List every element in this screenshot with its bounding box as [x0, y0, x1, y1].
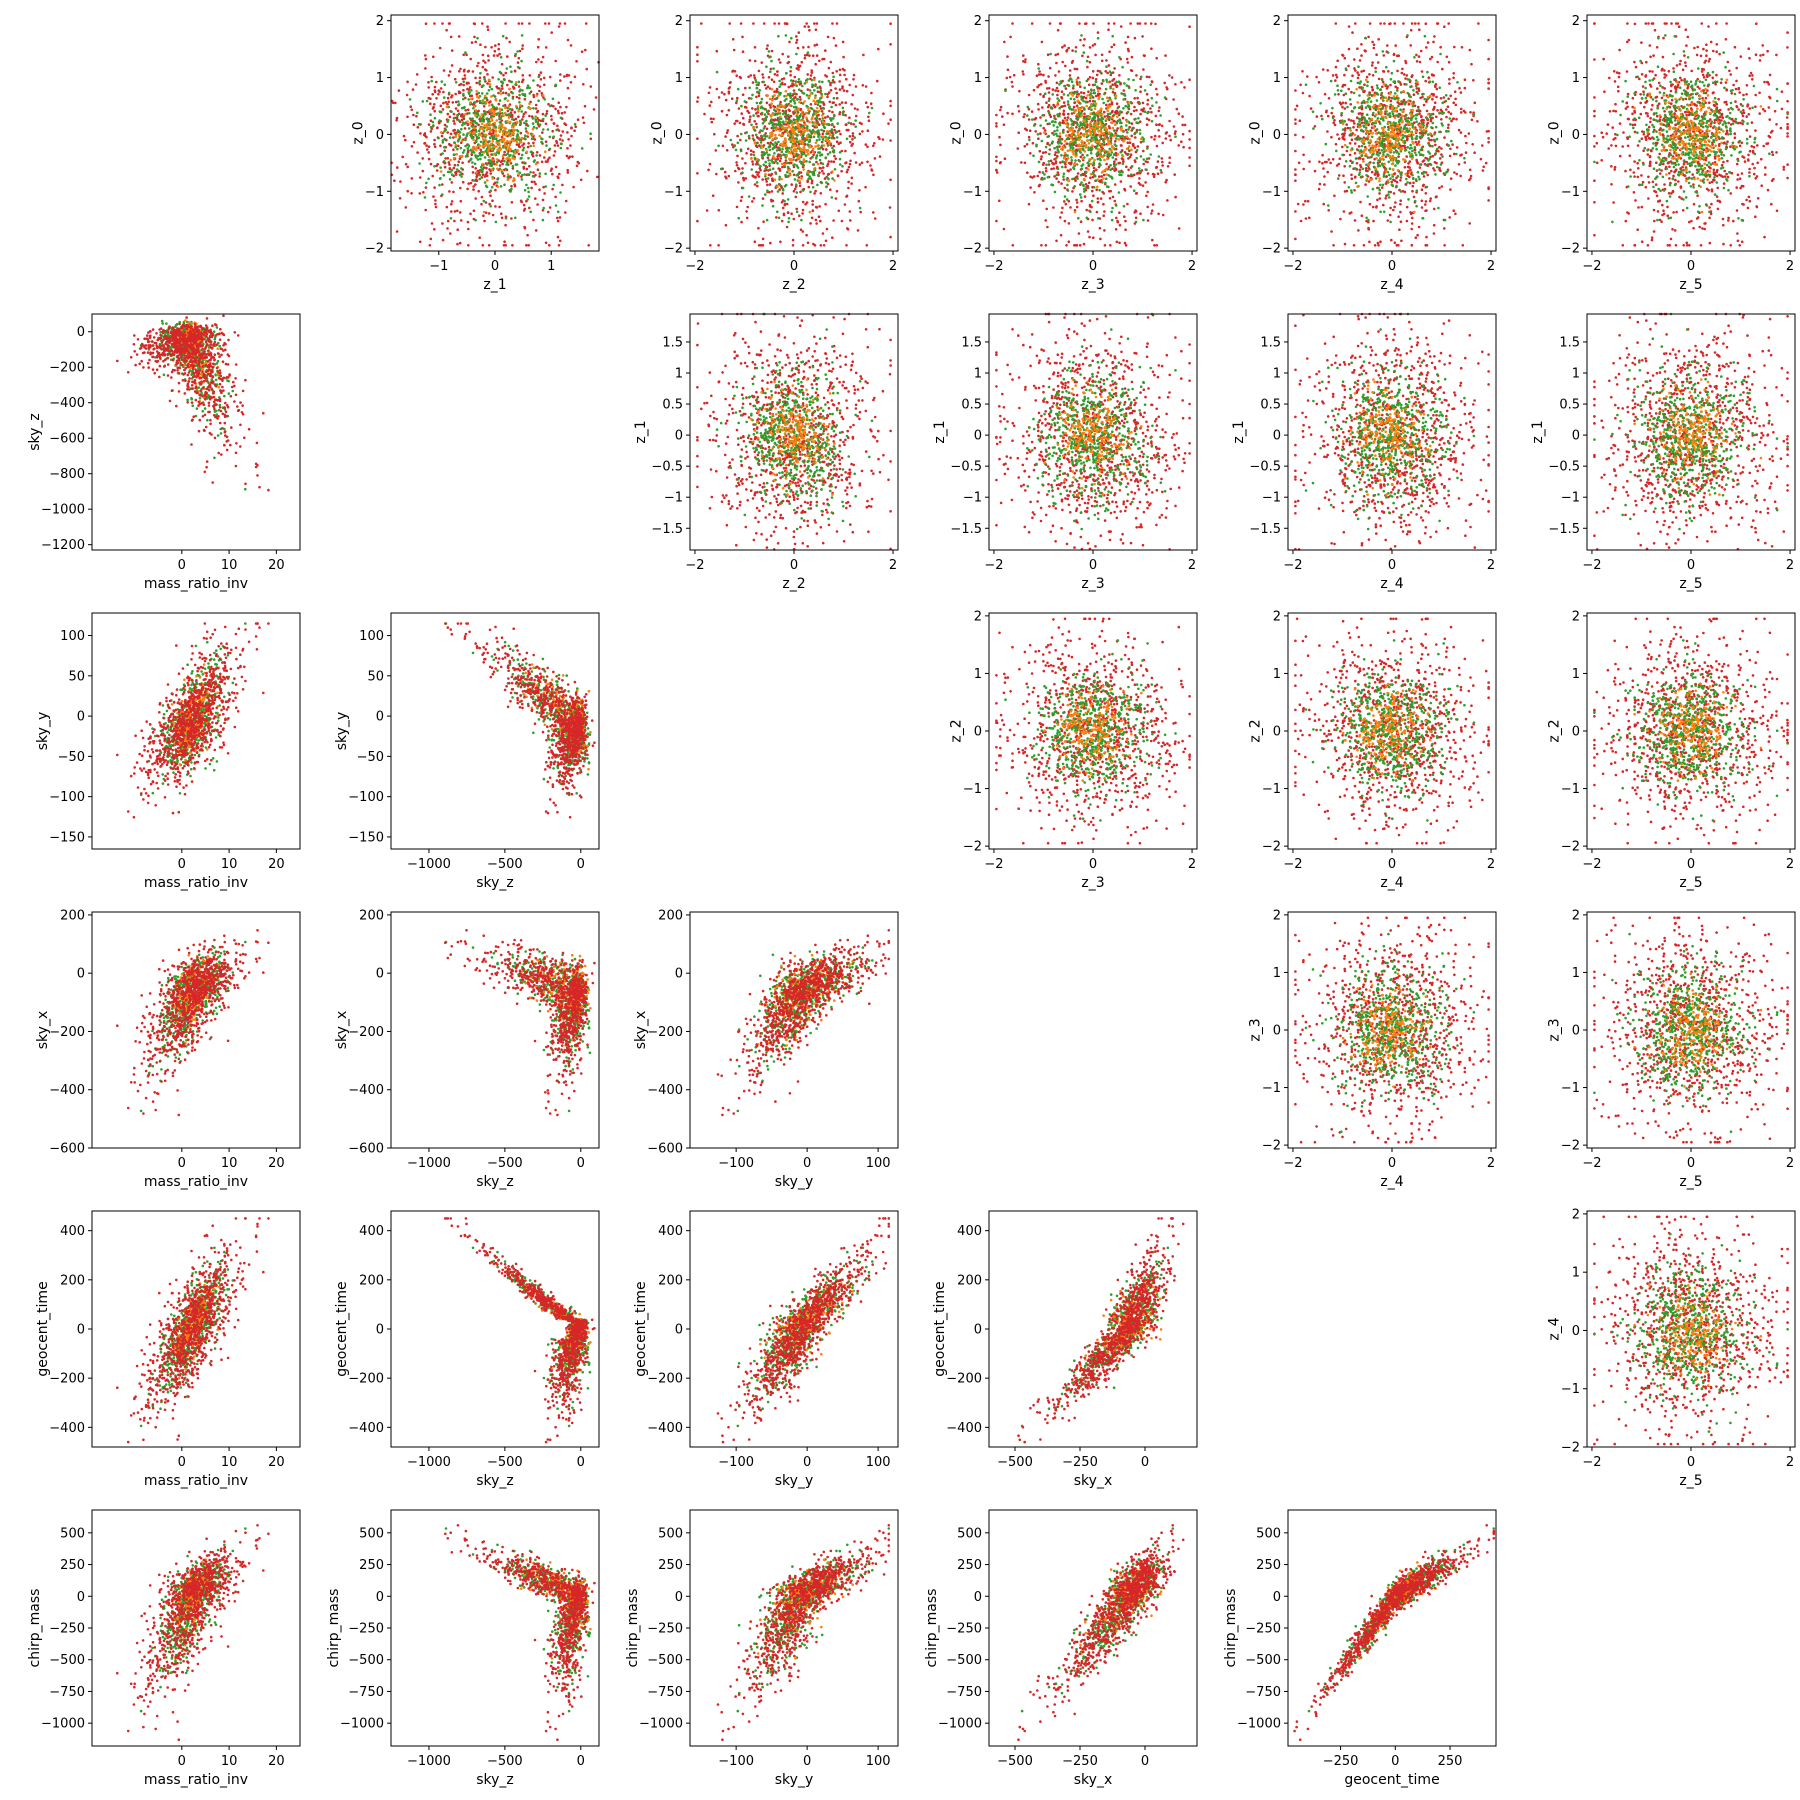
scatter-point	[214, 353, 217, 356]
scatter-point	[116, 360, 119, 363]
scatter-point	[186, 401, 189, 404]
scatter-point	[184, 319, 187, 322]
scatter-point	[218, 345, 221, 348]
scatter-point	[215, 379, 218, 382]
scatter-point	[190, 398, 193, 401]
scatter-point	[202, 415, 205, 418]
scatter-point	[163, 374, 166, 377]
scatter-point	[188, 321, 191, 324]
scatter-point	[217, 352, 220, 355]
scatter-point	[204, 407, 207, 410]
scatter-point	[200, 392, 203, 395]
scatter-point	[187, 374, 190, 377]
scatter-point	[202, 410, 205, 413]
scatter-point	[216, 326, 219, 329]
scatter-point	[267, 489, 270, 492]
scatter-point	[191, 404, 194, 407]
scatter-point	[176, 323, 179, 326]
scatter-point	[190, 373, 193, 376]
scatter-point	[216, 347, 219, 350]
scatter-point	[228, 392, 231, 395]
scatter-point	[217, 434, 220, 437]
scatter-point	[195, 399, 198, 402]
subplot-lower-1: 0 10 200−200−400−600−800−1000−1200mass_rat…	[27, 314, 300, 592]
scatter-point	[215, 410, 218, 413]
scatter-point	[191, 384, 194, 387]
scatter-point	[219, 404, 222, 407]
scatter-point	[256, 442, 259, 445]
scatter-point	[212, 363, 215, 366]
scatter-point	[216, 374, 219, 377]
scatter-point	[220, 432, 223, 435]
scatter-point	[211, 378, 214, 381]
scatter-point	[224, 422, 227, 425]
scatter-point	[199, 397, 202, 400]
scatter-point	[137, 338, 140, 341]
scatter-point	[218, 386, 221, 389]
scatter-point	[188, 377, 191, 380]
scatter-point	[223, 395, 226, 398]
scatter-point	[234, 377, 237, 380]
scatter-point	[172, 359, 175, 362]
scatter-point	[207, 394, 210, 397]
scatter-point	[195, 415, 198, 418]
scatter-point	[165, 322, 168, 325]
scatter-point	[196, 407, 199, 410]
scatter-point	[186, 399, 189, 402]
scatter-point	[190, 322, 193, 325]
scatter-point	[213, 330, 216, 333]
scatter-point	[208, 404, 211, 407]
scatter-point	[235, 394, 238, 397]
scatter-point	[161, 320, 164, 323]
scatter-point	[244, 488, 247, 491]
scatter-point	[232, 390, 235, 393]
scatter-point	[217, 360, 220, 363]
scatter-point	[213, 457, 216, 460]
scatter-point	[227, 380, 230, 383]
scatter-point	[161, 322, 164, 325]
scatter-point	[184, 392, 187, 395]
scatter-point	[206, 419, 209, 422]
pair-plot-figure: 0 10 200−200−400−600−800−1000−1200mass_rat…	[0, 0, 1800, 1800]
